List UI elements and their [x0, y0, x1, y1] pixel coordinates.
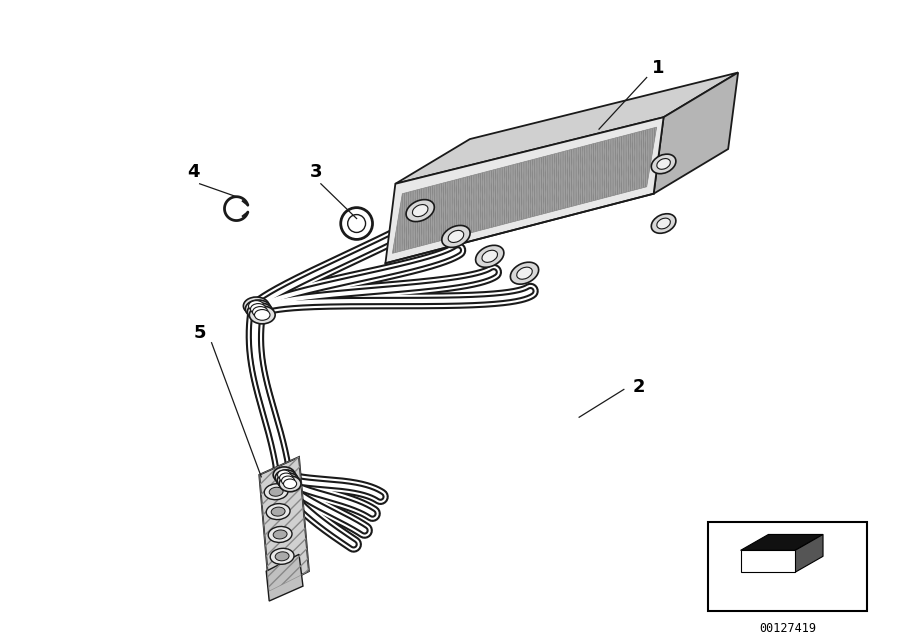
Text: 3: 3	[310, 163, 322, 181]
Ellipse shape	[271, 507, 285, 516]
Ellipse shape	[406, 200, 435, 221]
Text: 00127419: 00127419	[760, 623, 816, 635]
Ellipse shape	[448, 230, 464, 242]
Ellipse shape	[250, 303, 266, 314]
Polygon shape	[392, 127, 657, 253]
Ellipse shape	[275, 552, 289, 561]
Text: 1: 1	[652, 59, 665, 76]
Text: 5: 5	[194, 324, 206, 342]
Polygon shape	[266, 555, 303, 601]
Bar	[708, 522, 868, 611]
Ellipse shape	[266, 504, 290, 520]
Ellipse shape	[482, 250, 498, 262]
Polygon shape	[259, 457, 309, 591]
Ellipse shape	[284, 479, 297, 488]
Ellipse shape	[442, 225, 470, 247]
Ellipse shape	[248, 303, 274, 321]
Ellipse shape	[268, 527, 292, 543]
Ellipse shape	[652, 154, 676, 174]
Ellipse shape	[246, 300, 271, 318]
Ellipse shape	[282, 476, 294, 485]
Ellipse shape	[652, 214, 676, 233]
Ellipse shape	[280, 473, 292, 483]
Ellipse shape	[277, 473, 299, 488]
Ellipse shape	[277, 470, 291, 480]
Ellipse shape	[279, 476, 301, 492]
Polygon shape	[385, 117, 663, 263]
Ellipse shape	[510, 262, 538, 284]
Ellipse shape	[265, 484, 288, 500]
Ellipse shape	[475, 245, 504, 267]
Ellipse shape	[412, 205, 428, 217]
Text: 2: 2	[633, 378, 645, 396]
Ellipse shape	[243, 297, 269, 315]
Polygon shape	[741, 550, 796, 572]
Text: 4: 4	[187, 163, 200, 181]
Polygon shape	[796, 534, 823, 572]
Ellipse shape	[274, 530, 287, 539]
Ellipse shape	[657, 218, 670, 229]
Ellipse shape	[517, 267, 532, 279]
Ellipse shape	[270, 548, 294, 564]
Ellipse shape	[255, 310, 270, 321]
Ellipse shape	[274, 467, 295, 483]
Polygon shape	[395, 73, 738, 184]
Ellipse shape	[253, 307, 268, 317]
Ellipse shape	[249, 306, 275, 324]
Polygon shape	[653, 73, 738, 194]
Ellipse shape	[275, 470, 297, 486]
Ellipse shape	[269, 487, 284, 496]
Ellipse shape	[248, 301, 264, 312]
Ellipse shape	[657, 158, 670, 169]
Polygon shape	[741, 534, 823, 550]
